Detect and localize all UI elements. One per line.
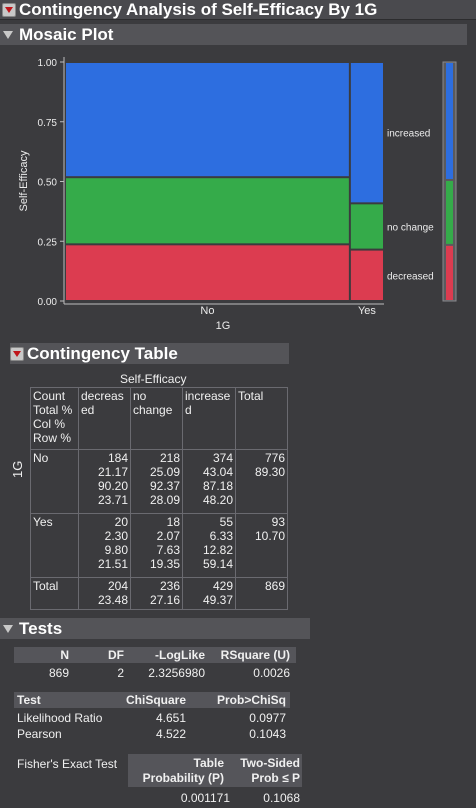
summary-value-rsquare: 0.0026 [253,666,290,680]
cell: 204 23.48 [78,577,131,610]
mosaic-section-title: Mosaic Plot [19,24,114,44]
disclosure-triangle-icon[interactable] [3,624,13,633]
chi-header-bg [14,692,290,708]
chi-row-lr-chisq: 4.651 [155,711,186,725]
col-header-total: Total [235,387,288,450]
mosaic-cell-no-increased [66,63,349,177]
report-title-bar: Contingency Analysis of Self-Efficacy By… [0,0,476,20]
x-category-label: Yes [358,305,376,317]
disclosure-triangle-icon[interactable] [3,30,13,39]
summary-header-df: DF [108,648,124,662]
col-header-no-change: no change [130,387,183,450]
cell: 236 27.16 [130,577,183,610]
fisher-label: Fisher's Exact Test [17,757,118,771]
cell: 20 2.30 9.80 21.51 [78,513,131,578]
summary-header-bg [14,647,296,663]
contingency-table: Count Total % Col % Row % decreas ed no … [30,387,288,610]
contingency-section-header[interactable]: Contingency Table [10,343,289,364]
contingency-section-title: Contingency Table [27,343,178,363]
summary-value-n: 869 [48,666,69,680]
fisher-header-twosided: Two-Sided [240,756,300,770]
chi-row-pearson-prob: 0.1043 [249,727,286,741]
legend-total-pct: Total % [33,403,73,417]
cell: 184 21.17 90.20 23.71 [78,449,131,514]
row-var-label: 1G [10,460,25,478]
fisher-header-prob: Probability (P) [142,771,224,785]
x-category-label: No [200,305,214,317]
row-label-yes: Yes [30,513,79,578]
summary-value-df: 2 [117,666,124,680]
cell: 18 2.07 7.63 19.35 [130,513,183,578]
y-tick-label: 0.00 [38,297,58,308]
chi-header-prob: Prob>ChiSq [216,693,286,707]
cell: 776 89.30 [235,449,288,514]
tests-section-title: Tests [19,618,63,638]
cell: 218 25.09 92.37 28.09 [130,449,183,514]
fisher-header-bg [128,754,302,787]
summary-header-loglike: -LogLike [155,648,205,662]
legend-label-no-change: no change [387,222,434,233]
mosaic-cell-yes-decreased [350,250,383,300]
summary-header-rsquare: RSquare (U) [220,648,290,662]
y-tick-label: 0.25 [38,237,58,248]
red-triangle-menu-icon[interactable] [2,2,16,17]
legend-label-increased: increased [387,129,430,140]
x-axis-title: 1G [216,320,231,332]
fisher-value-twosided: 0.1068 [263,791,300,805]
table-row-yes: Yes 20 2.30 9.80 21.51 18 2.07 7.63 19.35 55 6.… [30,513,288,578]
y-axis-title: Self-Efficacy [18,150,30,211]
tests-section-header[interactable]: Tests [0,618,310,639]
chi-row-pearson-chisq: 4.522 [155,727,186,741]
report-title: Contingency Analysis of Self-Efficacy By… [19,0,378,19]
cell: 93 10.70 [235,513,288,578]
chi-header-test: Test [17,693,41,707]
row-label-no: No [30,449,79,514]
y-tick-label: 0.50 [38,178,58,189]
mosaic-section-header[interactable]: Mosaic Plot [0,24,467,45]
table-row-total: Total 204 23.48 236 27.16 429 49.37 869 [30,577,288,610]
marginal-bar-decreased [446,245,453,300]
chi-row-lr-label: Likelihood Ratio [17,711,103,725]
mosaic-cell-no-decreased [66,245,349,300]
chi-row-lr-prob: 0.0977 [249,711,286,725]
row-label-total: Total [30,577,79,610]
marginal-bar-increased [446,62,453,179]
cell: 55 6.33 12.82 59.14 [182,513,236,578]
mosaic-cell-yes-increased [350,63,383,203]
mosaic-cell-yes-no-change [350,204,383,249]
fisher-header-probp: Prob ≤ P [251,771,300,785]
marginal-bar-no-change [446,180,453,244]
legend-count: Count [33,389,66,403]
summary-value-loglike: 2.3256980 [148,666,205,680]
summary-header-n: N [60,648,69,662]
table-header-row: Count Total % Col % Row % decreas ed no … [30,387,288,450]
table-row-no: No 184 21.17 90.20 23.71 218 25.09 92.37 28.09… [30,449,288,514]
cell: 869 [235,577,288,610]
col-header-decreased: decreas ed [78,387,131,450]
chi-header-chisquare: ChiSquare [125,693,186,707]
col-header-increased: increase d [182,387,236,450]
cell: 429 49.37 [182,577,236,610]
cell-legend: Count Total % Col % Row % [30,387,79,450]
mosaic-plot: 1.00 0.75 0.50 0.25 0.00 No Yes increased no c… [18,57,457,332]
col-var-label: Self-Efficacy [120,372,187,386]
y-tick-label: 1.00 [38,58,58,69]
mosaic-cell-no-no-change [66,178,349,244]
chi-row-pearson-label: Pearson [17,727,62,741]
y-tick-label: 0.75 [38,118,58,129]
fisher-header-table: Table [193,756,224,770]
fisher-value-prob: 0.001171 [180,791,230,805]
legend-label-decreased: decreased [387,271,434,282]
cell: 374 43.04 87.18 48.20 [182,449,236,514]
legend-row-pct: Row % [33,431,72,445]
legend-col-pct: Col % [33,417,66,431]
red-triangle-menu-icon[interactable] [10,346,24,361]
